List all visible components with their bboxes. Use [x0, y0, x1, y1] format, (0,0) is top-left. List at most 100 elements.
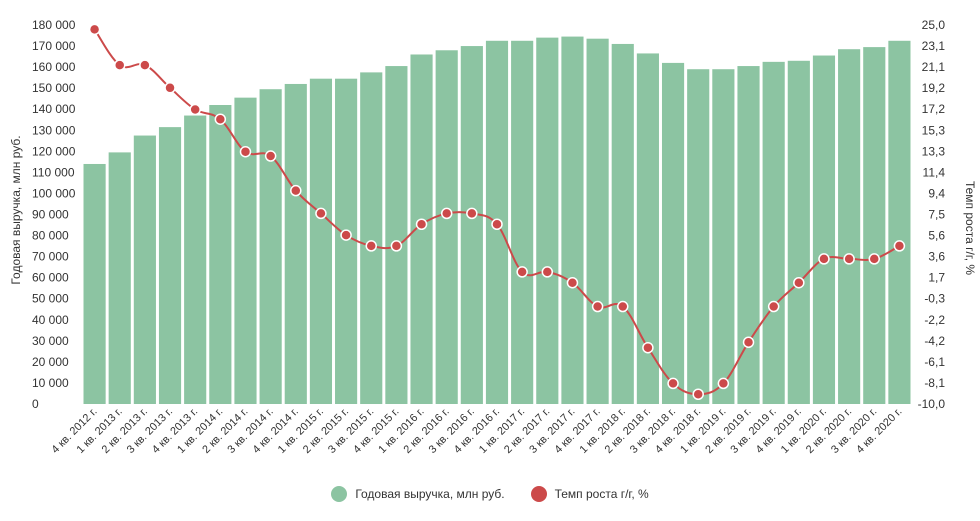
growth-point [164, 82, 176, 94]
right-axis-ticks: -10,0 -8,1 -6,1 -4,2 -2,2 -0,3 1,7 3,6 5,6 7,5 9,4… [918, 18, 946, 411]
legend-label-revenue: Годовая выручка, млн руб. [355, 487, 505, 501]
legend-swatch-revenue [331, 486, 348, 502]
left-tick-label: 30 000 [32, 334, 69, 348]
left-tick-label: 0 [32, 397, 39, 411]
right-tick-label: 3,6 [928, 250, 945, 264]
growth-point [516, 266, 528, 278]
growth-point [566, 276, 579, 289]
right-axis-title: Темп роста г/г, % [963, 181, 977, 275]
growth-line [88, 23, 906, 400]
right-tick-label: -4,2 [924, 334, 945, 348]
right-tick-label: -8,1 [924, 376, 945, 390]
revenue-bar [888, 40, 911, 404]
right-tick-label: 17,2 [922, 102, 946, 116]
legend-swatch-growth [530, 486, 547, 502]
revenue-bar [712, 69, 735, 404]
growth-point [717, 377, 730, 390]
growth-point [415, 218, 428, 230]
revenue-bar [234, 97, 257, 404]
combo-chart: 0 10 000 20 000 30 000 40 000 50 000 60 000 70 … [9, 18, 977, 456]
growth-point [667, 377, 679, 390]
right-tick-label: -2,2 [924, 313, 945, 327]
left-tick-label: 170 000 [32, 39, 76, 53]
revenue-bar [385, 66, 408, 404]
revenue-bar [762, 61, 785, 404]
right-tick-label: 9,4 [928, 186, 945, 200]
growth-point [264, 150, 277, 162]
right-tick-label: 25,0 [922, 18, 946, 32]
revenue-bar [158, 127, 182, 405]
growth-point [214, 113, 227, 125]
growth-point [642, 341, 654, 354]
left-tick-label: 120 000 [32, 144, 76, 158]
revenue-bar [284, 83, 307, 405]
revenue-bar [536, 37, 559, 404]
revenue-bar [209, 105, 232, 404]
revenue-bar [561, 36, 584, 404]
revenue-bar [184, 115, 207, 404]
revenue-bar [737, 66, 760, 404]
revenue-bar [812, 55, 836, 404]
right-tick-label: 1,7 [928, 271, 945, 285]
right-tick-label: -10,0 [918, 397, 946, 411]
legend-item-growth[interactable]: Темп роста г/г, % [530, 486, 649, 502]
revenue-bar [787, 60, 810, 404]
left-tick-label: 150 000 [32, 81, 76, 95]
left-tick-label: 40 000 [32, 313, 69, 327]
growth-point [893, 240, 906, 252]
growth-point [617, 300, 629, 313]
left-tick-label: 70 000 [32, 250, 69, 264]
growth-point [767, 300, 780, 313]
growth-point [189, 103, 201, 116]
left-tick-label: 130 000 [32, 123, 76, 137]
growth-point [113, 59, 126, 71]
left-tick-label: 160 000 [32, 60, 76, 74]
left-axis-title: Годовая выручка, млн руб. [9, 135, 23, 284]
left-tick-label: 80 000 [32, 229, 69, 243]
growth-point [365, 240, 377, 252]
revenue-bar [586, 38, 609, 404]
left-axis-ticks: 0 10 000 20 000 30 000 40 000 50 000 60 000 70 … [32, 18, 76, 411]
legend: Годовая выручка, млн руб. Темп роста г/г… [0, 486, 980, 502]
left-tick-label: 20 000 [32, 355, 69, 369]
growth-point [88, 23, 101, 36]
growth-point [793, 276, 805, 289]
growth-point [541, 266, 554, 278]
left-tick-label: 180 000 [32, 18, 76, 32]
left-tick-label: 110 000 [32, 165, 75, 179]
growth-point [290, 184, 302, 197]
category-labels: 4 кв. 2012 г.1 кв. 2013 г.2 кв. 2013 г.3… [49, 406, 904, 456]
legend-item-revenue[interactable]: Годовая выручка, млн руб. [331, 486, 505, 502]
revenue-bar [460, 46, 483, 405]
revenue-bar [838, 49, 861, 405]
left-tick-label: 100 000 [32, 186, 76, 200]
right-tick-label: 13,3 [922, 144, 946, 158]
revenue-bar [335, 78, 358, 404]
growth-point [692, 388, 704, 400]
revenue-bar [83, 163, 106, 404]
growth-point [491, 218, 503, 230]
revenue-bar [108, 152, 131, 404]
legend-label-growth: Темп роста г/г, % [554, 487, 649, 501]
left-tick-label: 60 000 [32, 271, 69, 285]
growth-point [742, 336, 755, 349]
revenue-bar [309, 78, 333, 404]
growth-point [868, 253, 881, 265]
revenue-bar [863, 47, 886, 405]
growth-point [591, 300, 604, 313]
left-tick-label: 10 000 [32, 376, 69, 390]
right-tick-label: 23,1 [922, 39, 946, 53]
left-tick-label: 90 000 [32, 208, 69, 222]
revenue-bar [133, 135, 156, 405]
growth-point [818, 253, 830, 265]
right-tick-label: 19,2 [922, 81, 946, 95]
growth-point [340, 229, 352, 241]
revenue-bar [687, 69, 710, 404]
revenue-bar [636, 53, 659, 405]
revenue-bars [83, 36, 911, 405]
growth-point [315, 207, 327, 220]
right-tick-label: -0,3 [924, 292, 945, 306]
growth-point [843, 253, 855, 265]
left-tick-label: 50 000 [32, 292, 69, 306]
right-tick-label: 15,3 [922, 123, 946, 137]
